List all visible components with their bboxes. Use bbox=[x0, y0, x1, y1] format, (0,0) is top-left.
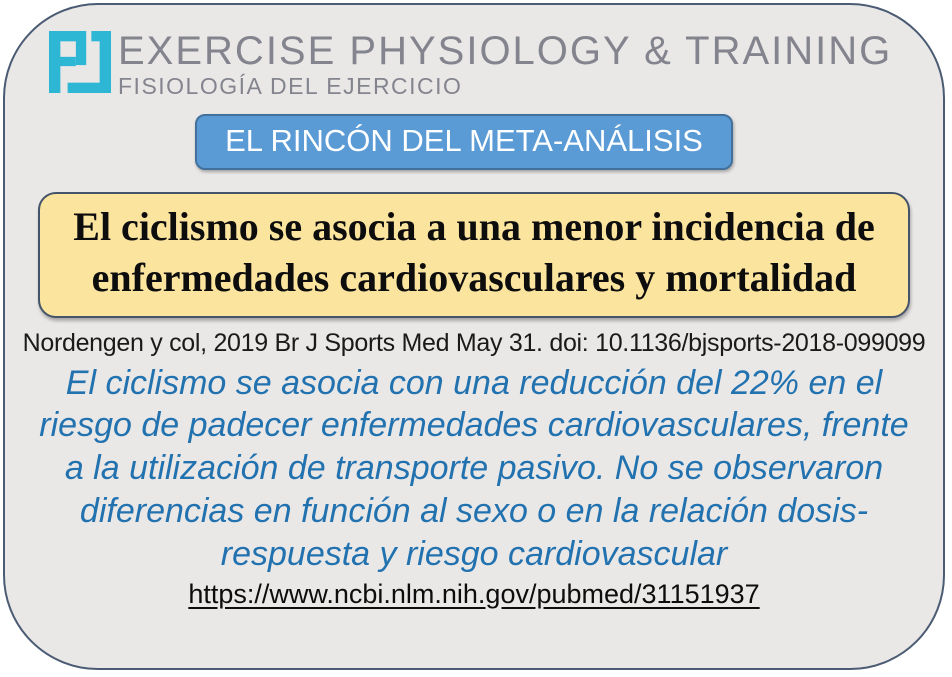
headline-box: El ciclismo se asocia a una menor incide… bbox=[38, 192, 910, 318]
summary-text: El ciclismo se asocia con una reducción … bbox=[39, 363, 909, 573]
brand-title: EXERCISE PHYSIOLOGY & TRAINING bbox=[118, 29, 893, 73]
headline-text: El ciclismo se asocia a una menor incide… bbox=[73, 204, 875, 300]
banner-label: EL RINCÓN DEL META-ANÁLISIS bbox=[225, 123, 703, 158]
ft-monogram-logo-icon bbox=[49, 31, 111, 93]
brand-subtitle: FISIOLOGÍA DEL EJERCICIO bbox=[118, 73, 463, 99]
citation-text: Nordengen y col, 2019 Br J Sports Med Ma… bbox=[22, 328, 926, 357]
pubmed-link[interactable]: https://www.ncbi.nlm.nih.gov/pubmed/3115… bbox=[188, 578, 760, 609]
slide-card: EXERCISE PHYSIOLOGY & TRAINING FISIOLOGÍ… bbox=[3, 3, 945, 670]
brand-text-block: EXERCISE PHYSIOLOGY & TRAINING FISIOLOGÍ… bbox=[118, 31, 892, 98]
meta-analysis-banner: EL RINCÓN DEL META-ANÁLISIS bbox=[195, 114, 733, 170]
brand-header: EXERCISE PHYSIOLOGY & TRAINING FISIOLOGÍ… bbox=[49, 31, 943, 98]
